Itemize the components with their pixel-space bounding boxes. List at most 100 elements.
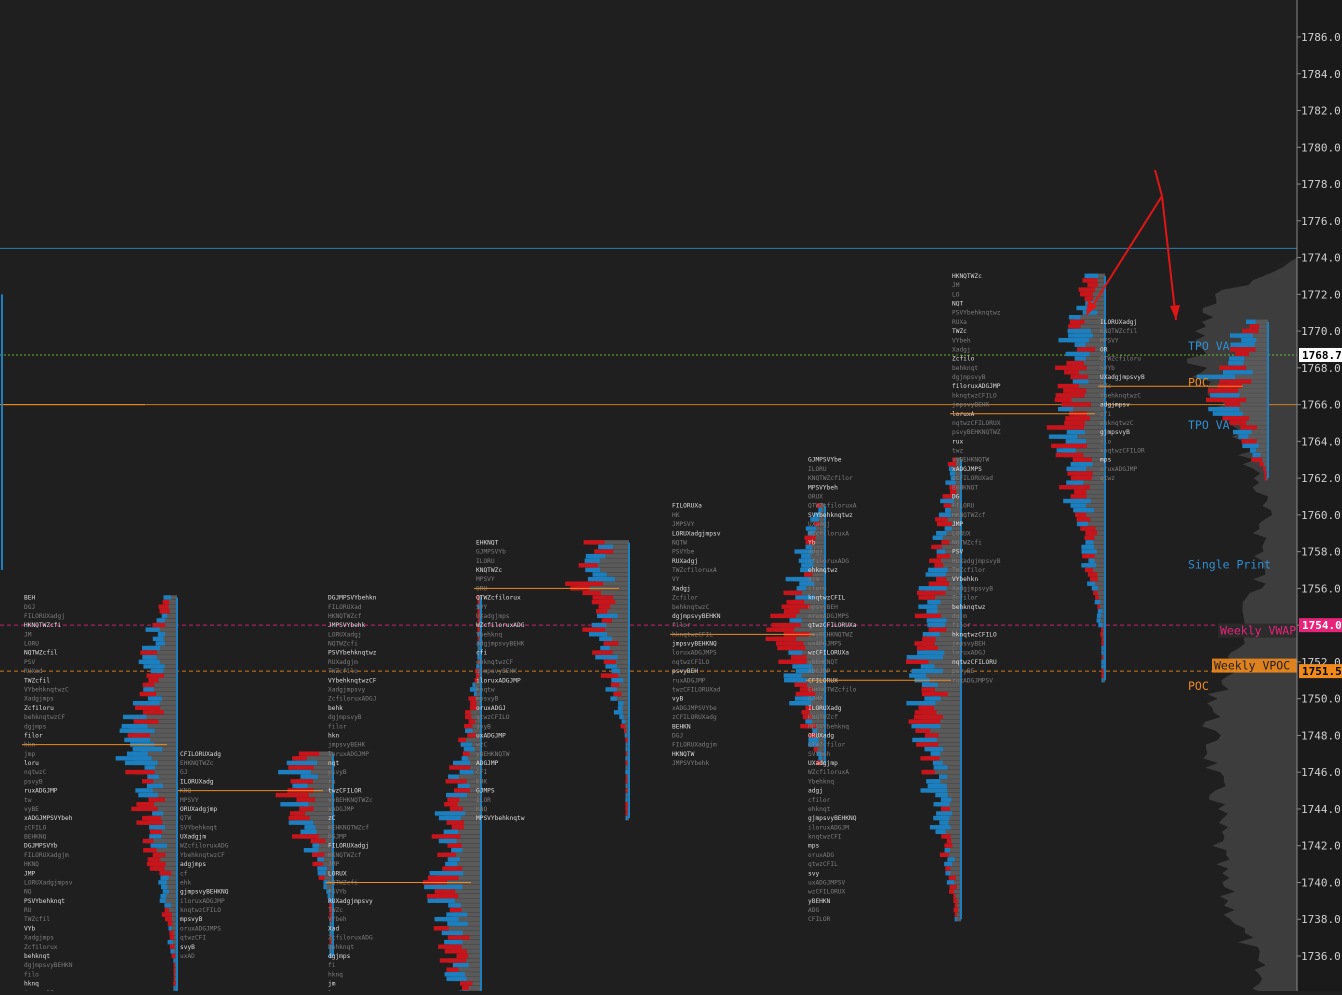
profile-delta-bar xyxy=(946,880,955,885)
tpo-row-text: filor xyxy=(952,622,971,629)
axis-tick-label: 1770.0 xyxy=(1301,325,1341,338)
profile-delta-bar xyxy=(946,838,952,844)
profile-delta-bar xyxy=(434,811,466,816)
profile-delta-bar xyxy=(1068,324,1081,329)
tpo-row-text: NQTWZcfi xyxy=(328,641,358,648)
tpo-row-text: Ybehknq xyxy=(476,631,502,638)
profile-delta-bar xyxy=(1061,402,1091,407)
session-2[interactable]: BEHDGJFILORUXadgjHKNQTWZcfiJMLORUNQTWZcf… xyxy=(22,595,178,995)
tpo-row-text: FILORUXadgjm xyxy=(24,852,69,859)
profile-row xyxy=(929,609,961,614)
session-9[interactable]: ILORUXadgj KNQTWZcfil MPSVY OR QTWZcfiloru SV… xyxy=(1098,319,1269,482)
profile-delta-bar xyxy=(454,788,470,793)
profile-row xyxy=(598,595,629,600)
profile-delta-bar xyxy=(152,622,166,628)
tpo-row-text: BEHKNQT xyxy=(952,484,978,491)
profile-row xyxy=(330,916,333,922)
profile-delta-bar xyxy=(611,668,620,674)
profile-delta-bar xyxy=(938,512,952,517)
profile-row xyxy=(134,769,177,775)
profile-delta-bar xyxy=(136,802,155,807)
profile-delta-bar xyxy=(461,756,468,761)
tpo-row-text: QTWZcfilor xyxy=(808,742,846,749)
profile-delta-bar xyxy=(156,618,166,623)
profile-row xyxy=(169,939,177,945)
profile-delta-bar xyxy=(169,944,175,949)
profile-row xyxy=(457,962,481,968)
profile-delta-bar xyxy=(143,664,165,669)
session-5[interactable]: EHKNQTGJMPSVYbILORUKNQTWZcMPSVYORUQTWZcf… xyxy=(474,539,630,822)
profile-delta-bar xyxy=(812,728,818,733)
tpo-row-text: DGJ xyxy=(672,732,683,739)
profile-row xyxy=(296,820,333,825)
profile-row xyxy=(140,788,177,793)
tpo-row-text: iloru xyxy=(808,585,827,592)
profile-delta-bar xyxy=(456,953,469,959)
profile-delta-bar xyxy=(944,861,952,867)
tpo-row-text: zCFILORUXad xyxy=(952,475,993,482)
profile-delta-bar xyxy=(445,779,467,784)
profile-row xyxy=(943,540,961,545)
profile-delta-bar xyxy=(161,912,172,917)
tpo-row-text: qtwzCFILORUXa xyxy=(808,622,857,629)
profile-delta-bar xyxy=(143,848,157,853)
tpo-row-text: ILORUXadg xyxy=(180,778,214,785)
profile-delta-bar xyxy=(126,751,148,756)
profile-row xyxy=(596,572,629,577)
profile-delta-bar xyxy=(1098,622,1103,628)
profile-row xyxy=(937,765,961,770)
profile-row xyxy=(944,797,961,802)
profile-row xyxy=(441,916,481,922)
tpo-row-text: mpsvyB xyxy=(476,696,499,703)
profile-delta-bar xyxy=(800,723,817,729)
profile-delta-bar xyxy=(1078,287,1096,292)
profile-row xyxy=(626,792,629,798)
profile-delta-bar xyxy=(477,622,479,628)
session-3[interactable]: CFILORUXadgEHKNQTWZcGJILORUXadgKNQMPSVYO… xyxy=(178,751,334,960)
session-1[interactable] xyxy=(0,292,145,572)
profile-row xyxy=(1221,411,1268,416)
profile-row xyxy=(478,599,481,605)
profile-row xyxy=(626,774,629,779)
session-8[interactable]: HKNQTWZc JM LO NQT PSVYbehknqtwz RUXa TWZc VYbe… xyxy=(950,273,1106,684)
profile-delta-bar xyxy=(911,668,943,674)
profile-row xyxy=(174,958,177,963)
profile-delta-bar xyxy=(1082,553,1095,559)
profile-delta-bar xyxy=(1100,632,1103,637)
session-4[interactable]: DGJMPSVYbehkn FILORUXad HKNQTWZcf JMPSVYbeh… xyxy=(326,595,482,995)
profile-row xyxy=(295,765,333,770)
price-marker-bg-1 xyxy=(1299,618,1342,633)
session-6[interactable]: FILORUXa HK JMPSVY LORUXadgjmpsv NQTW PSVYbe R… xyxy=(670,503,826,767)
profile-delta-bar xyxy=(939,852,949,858)
profile-delta-bar xyxy=(444,802,458,807)
profile-row xyxy=(613,682,629,687)
profile-delta-bar xyxy=(1228,360,1244,366)
profile-delta-bar xyxy=(173,967,176,972)
profile-row xyxy=(932,622,961,628)
profile-row xyxy=(1102,641,1105,646)
profile-row xyxy=(1085,553,1105,559)
tpo-row-text: zCFILO xyxy=(24,824,47,831)
profile-row xyxy=(448,866,481,871)
profile-delta-bar xyxy=(942,494,952,499)
profile-delta-bar xyxy=(625,769,628,775)
tpo-row-text: JMPSVY xyxy=(672,521,695,528)
profile-delta-bar xyxy=(1241,439,1257,444)
tpo-row-text: gjmpsvyBEHKNQ xyxy=(180,889,229,896)
profile-delta-bar xyxy=(1085,530,1098,536)
axis-tick-label: 1756.0 xyxy=(1301,582,1341,595)
profile-delta-bar xyxy=(469,687,477,692)
profile-delta-bar xyxy=(278,769,311,775)
profile-delta-bar xyxy=(447,935,470,940)
profile-row xyxy=(615,691,629,697)
profile-delta-bar xyxy=(597,613,618,619)
profile-delta-bar xyxy=(152,811,164,816)
profile-delta-bar xyxy=(162,889,169,894)
profile-row xyxy=(328,893,333,899)
session-7[interactable]: GJMPSVYbe ILORU KNQTWZcfilor MPSVYbeh ORUX QT… xyxy=(806,457,962,924)
profile-delta-bar xyxy=(149,825,165,830)
profile-delta-bar xyxy=(1262,466,1266,472)
profile-delta-bar xyxy=(465,710,471,715)
profile-delta-bar xyxy=(1084,296,1094,302)
